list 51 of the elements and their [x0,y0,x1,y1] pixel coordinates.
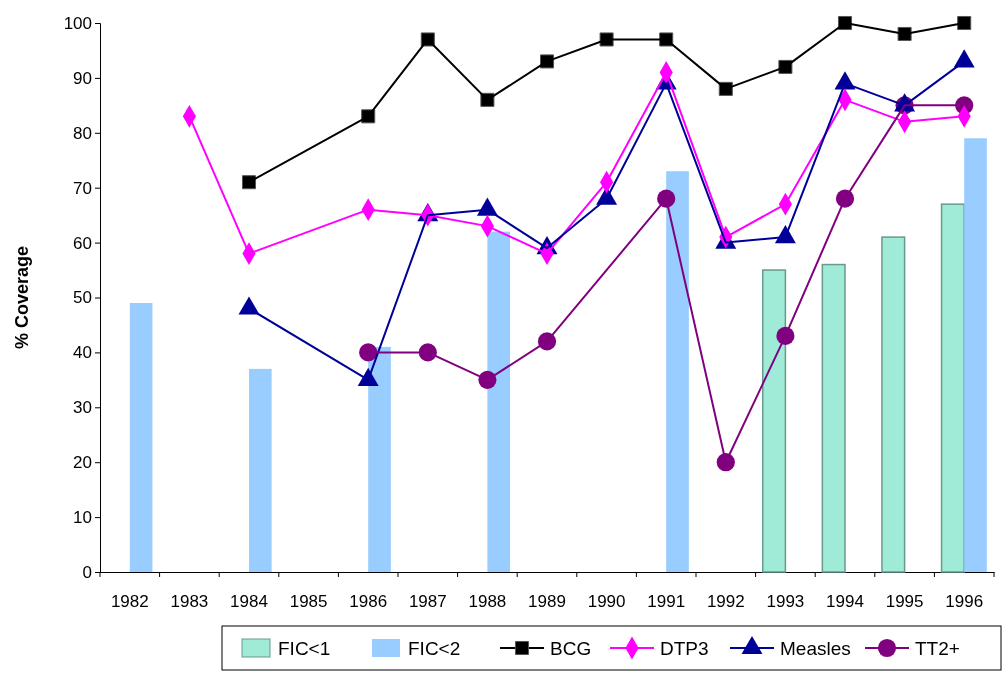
x-tick-label: 1996 [945,592,984,612]
x-tick-label: 1988 [468,592,507,612]
y-tick-label: 100 [63,13,92,33]
y-tick-label: 40 [73,343,92,363]
x-tick-label: 1982 [110,592,149,612]
legend-label: FIC<1 [278,638,331,659]
x-tick-label: 1994 [826,592,864,612]
legend-label: FIC<2 [408,638,461,659]
y-tick-label: 10 [73,508,92,528]
bar [940,203,965,573]
y-axis-title: % Coverage [12,245,32,350]
x-tick-label: 1993 [766,592,805,612]
bar [666,171,689,572]
bar [821,263,846,573]
point [897,26,912,41]
bar [881,236,906,573]
legend-label: Measles [780,638,851,659]
legend-label: DTP3 [660,638,709,659]
x-tick-label: 1984 [230,592,268,612]
x-tick-label: 1989 [528,592,566,612]
bar [964,138,987,572]
bar [762,269,787,573]
x-tick-label: 1985 [289,592,328,612]
point [957,15,972,31]
point [359,343,378,362]
bar [487,231,511,572]
y-tick-label: 30 [73,398,92,418]
point [241,175,257,190]
y-tick-label: 70 [73,178,92,198]
y-tick-label: 0 [82,562,92,582]
x-tick-label: 1990 [587,592,626,612]
y-tick-label: 80 [73,123,92,143]
x-tick-label: 1983 [170,592,209,612]
point [539,54,555,69]
x-tick-label: 1986 [349,592,388,612]
bar [129,302,153,572]
x-tick-label: 1992 [706,592,745,612]
y-tick-label: 90 [73,68,92,88]
bar [249,368,272,572]
point [599,32,614,47]
y-tick-label: 50 [73,288,92,308]
x-tick-label: 1991 [647,592,686,612]
y-tick-label: 20 [73,453,92,473]
point [659,32,674,47]
x-tick-label: 1995 [885,592,924,612]
y-tick-label: 60 [73,233,92,253]
x-tick-label: 1987 [408,592,447,612]
legend-label: BCG [550,638,592,659]
bar [368,346,391,572]
legend-label: TT2+ [915,638,960,659]
point [480,92,495,107]
